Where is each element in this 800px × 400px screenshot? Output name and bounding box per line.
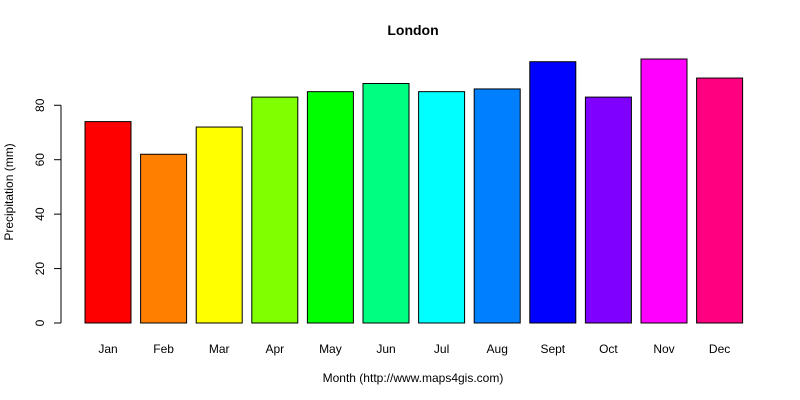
x-tick-label: Nov: [653, 342, 674, 356]
x-tick-label: Aug: [487, 342, 508, 356]
chart-title: London: [387, 22, 438, 38]
y-tick-label: 80: [33, 98, 47, 112]
x-tick-label: Feb: [153, 342, 174, 356]
y-tick-label: 0: [33, 319, 47, 326]
bar-dec: [696, 77, 744, 324]
y-axis-title: Precipitation (mm): [2, 143, 16, 240]
y-tick-label: 40: [33, 207, 47, 221]
x-axis-title: Month (http://www.maps4gis.com): [323, 371, 504, 385]
bar-aug: [473, 88, 521, 324]
x-tick-label: Jan: [98, 342, 117, 356]
bar-jun: [362, 82, 410, 324]
x-tick-label: Apr: [265, 342, 284, 356]
bar-mar: [195, 126, 243, 324]
bars-group: [84, 58, 744, 324]
y-tick-label: 60: [33, 153, 47, 167]
x-tick-label: May: [319, 342, 342, 356]
bar-sept: [529, 61, 577, 324]
bar-jan: [84, 121, 132, 324]
bar-nov: [640, 58, 688, 324]
x-tick-label: Jun: [376, 342, 395, 356]
x-axis-labels: Jan Feb Mar Apr May Jun Jul Aug Sept Oct Nov Dec: [98, 342, 730, 356]
x-tick-label: Sept: [540, 342, 565, 356]
y-axis: 0 20 40 60 80: [33, 98, 62, 326]
x-tick-label: Mar: [209, 342, 230, 356]
x-tick-label: Dec: [709, 342, 730, 356]
y-tick-label: 20: [33, 262, 47, 276]
x-tick-label: Oct: [599, 342, 618, 356]
bar-may: [306, 91, 354, 324]
bar-oct: [584, 96, 632, 324]
bar-feb: [140, 153, 188, 324]
bar-apr: [251, 96, 299, 324]
bar-jul: [418, 91, 466, 324]
x-tick-label: Jul: [434, 342, 449, 356]
